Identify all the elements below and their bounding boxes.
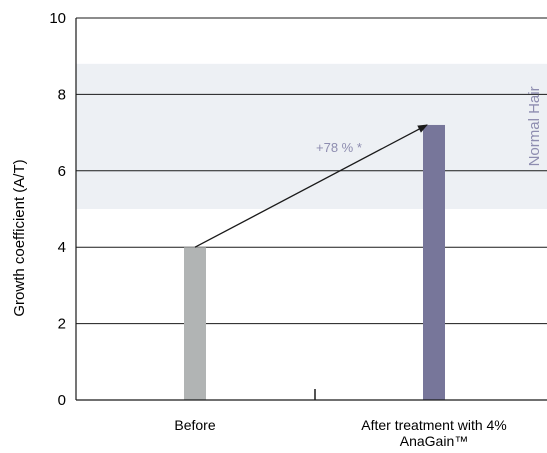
y-axis-title: Growth coefficient (A/T) <box>11 159 28 316</box>
increase-annotation: +78 % * <box>316 140 362 155</box>
y-tick-label: 2 <box>58 316 66 333</box>
increase-arrow <box>194 124 428 248</box>
y-tick-label: 6 <box>58 163 66 180</box>
normal-hair-label: Normal Hair <box>526 86 543 166</box>
y-tick-label: 4 <box>58 239 66 256</box>
y-tick-label: 8 <box>58 86 66 103</box>
bar-after <box>423 124 445 401</box>
y-tick-label: 10 <box>49 10 66 27</box>
x-category-label: AnaGain™ <box>400 433 468 449</box>
y-tick-label: 0 <box>58 392 66 409</box>
x-category-label: After treatment with 4% <box>361 417 507 433</box>
bar-before <box>184 247 206 400</box>
normal-hair-band <box>76 63 547 210</box>
x-category-label: Before <box>174 417 215 433</box>
